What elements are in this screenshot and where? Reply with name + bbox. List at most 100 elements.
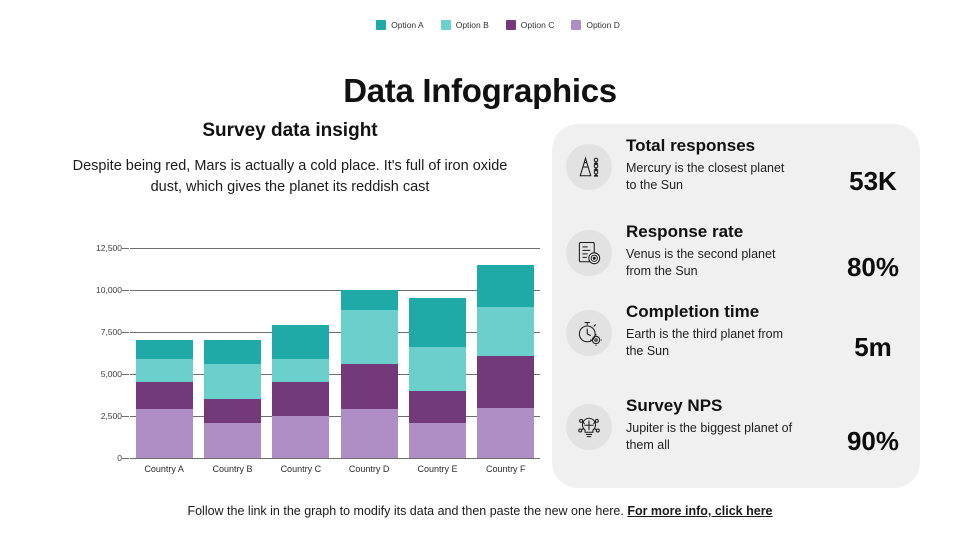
stat-value: 5m (854, 332, 892, 362)
chart-bar-segment[interactable] (340, 409, 398, 458)
legend-item: Option D (571, 20, 620, 30)
pyramid-hierarchy-icon (566, 144, 612, 190)
footer-link[interactable]: For more info, click here (627, 504, 773, 518)
chart-bar[interactable] (408, 298, 466, 458)
stat-body: Response rate Venus is the second planet … (612, 222, 836, 279)
legend-swatch-icon (440, 20, 451, 30)
chart-gridline (130, 248, 540, 249)
chart-tick-mark (122, 248, 129, 249)
chart-x-tick-label: Country C (280, 464, 322, 474)
chart-bar-segment[interactable] (340, 363, 398, 410)
stat-title: Total responses (626, 136, 756, 155)
chart-gridline (130, 458, 540, 459)
legend-label: Option A (391, 20, 424, 30)
chart-bar-segment[interactable] (340, 290, 398, 311)
chart-bar-segment[interactable] (135, 409, 193, 458)
stat-row: Total responses Mercury is the closest pl… (566, 136, 910, 197)
chart-bar[interactable] (340, 290, 398, 458)
chart-bar-segment[interactable] (408, 347, 466, 391)
chart-bars (130, 248, 540, 458)
chart-bar-segment[interactable] (408, 422, 466, 458)
section-description: Despite being red, Mars is actually a co… (72, 158, 508, 195)
chart-gridline (130, 374, 540, 375)
chart-bar[interactable] (477, 264, 535, 458)
stat-value: 80% (846, 252, 900, 282)
chart-bar-segment[interactable] (135, 358, 193, 382)
chart-bar-segment[interactable] (408, 298, 466, 348)
chart-bar-slot (267, 248, 335, 458)
stopwatch-gear-icon (566, 310, 612, 356)
chart-bar-slot (335, 248, 403, 458)
chart-tick-mark (122, 290, 129, 291)
chart-y-tick-label: 0 (117, 453, 122, 463)
chart-bar-segment[interactable] (203, 399, 261, 423)
stat-description: Jupiter is the biggest planet of them al… (626, 421, 793, 452)
legend-swatch-icon (376, 20, 387, 30)
chart-tick-mark (122, 416, 129, 417)
chart-bar-segment[interactable] (203, 422, 261, 458)
chart-x-tick-label: Country D (348, 464, 390, 474)
stat-value: 90% (846, 426, 900, 456)
chart-bar-segment[interactable] (272, 382, 330, 416)
chart-bar-slot (403, 248, 471, 458)
chart-bar-segment[interactable] (203, 340, 261, 364)
chart-bar-segment[interactable] (408, 390, 466, 423)
chart-bar-segment[interactable] (340, 310, 398, 364)
chart-plot-area: 0 2,500 5,000 7,500 10,000 12,500 (96, 243, 540, 463)
chart-bar[interactable] (272, 325, 330, 458)
stats-panel: Total responses Mercury is the closest pl… (552, 124, 920, 488)
chart-x-axis-labels: Country A Country B Country C Country D Coun… (130, 464, 540, 474)
stat-title: Survey NPS (626, 396, 723, 415)
stat-title: Response rate (626, 222, 744, 241)
chart-bar-segment[interactable] (203, 363, 261, 400)
chart-tick-mark (122, 332, 129, 333)
chart-bar[interactable] (203, 340, 261, 458)
footer-note: Follow the link in the graph to modify i… (0, 504, 960, 518)
chart-bar-segment[interactable] (272, 325, 330, 359)
stat-row: Completion time Earth is the third planet… (566, 302, 910, 363)
legend-label: Option C (520, 20, 555, 30)
chart-y-tick-label: 10,000 (96, 285, 122, 295)
legend-label: Option D (586, 20, 620, 30)
chart-y-tick-label: 5,000 (100, 369, 122, 379)
stat-body: Completion time Earth is the third planet… (612, 302, 836, 359)
stat-value: 53K (849, 166, 897, 196)
stat-body: Total responses Mercury is the closest pl… (612, 136, 836, 193)
chart-bar-segment[interactable] (272, 358, 330, 383)
stat-body: Survey NPS Jupiter is the biggest planet … (612, 396, 836, 453)
stat-row: Response rate Venus is the second planet … (566, 222, 910, 283)
chart-bar-segment[interactable] (477, 407, 535, 458)
network-idea-icon (566, 404, 612, 450)
chart-bar-segment[interactable] (477, 306, 535, 356)
chart-gridline (130, 332, 540, 333)
bar-chart: 0 2,500 5,000 7,500 10,000 12,500 Country A Co… (48, 243, 540, 480)
chart-bar-segment[interactable] (272, 416, 330, 458)
chart-x-tick-label: Country E (417, 464, 458, 474)
chart-bar-segment[interactable] (135, 381, 193, 410)
legend-item: Option B (440, 20, 489, 30)
chart-tick-mark (122, 374, 129, 375)
stat-description: Earth is the third planet from the Sun (626, 327, 784, 358)
document-target-icon (566, 230, 612, 276)
chart-bar[interactable] (135, 340, 193, 458)
chart-bar-slot (130, 248, 198, 458)
chart-tick-mark (122, 458, 129, 459)
chart-x-tick-label: Country F (486, 464, 526, 474)
chart-legend: Option A Option B Option C Option D (0, 20, 960, 30)
legend-item: Option A (376, 20, 424, 30)
stat-row: Survey NPS Jupiter is the biggest planet … (566, 396, 910, 457)
slide-root: Data Infographics Survey data insight De… (0, 20, 960, 540)
left-column: Survey data insight Despite being red, M… (40, 120, 540, 197)
chart-bar-slot (472, 248, 540, 458)
legend-swatch-icon (505, 20, 516, 30)
chart-bar-segment[interactable] (477, 264, 535, 307)
chart-bar-segment[interactable] (135, 340, 193, 359)
page-title: Data Infographics (343, 72, 617, 109)
stat-description: Mercury is the closest planet to the Sun (626, 161, 785, 192)
chart-y-tick-label: 7,500 (100, 327, 122, 337)
chart-y-tick-label: 2,500 (100, 411, 122, 421)
legend-item: Option C (505, 20, 555, 30)
stat-title: Completion time (626, 302, 760, 321)
chart-x-tick-label: Country B (212, 464, 253, 474)
chart-bar-segment[interactable] (477, 355, 535, 408)
